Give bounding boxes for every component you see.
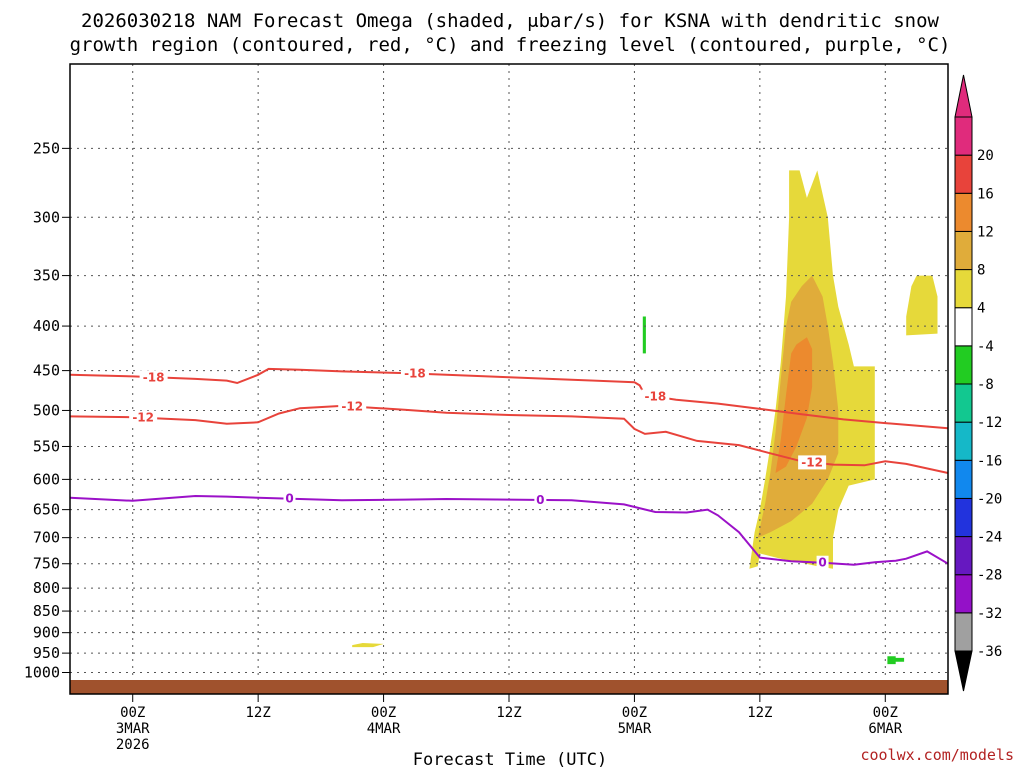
colorbar-label-1: -32: [977, 606, 1002, 622]
contour-label-dgz-minus12-0: -12: [132, 411, 154, 425]
ytick-label-650: 650: [33, 501, 60, 519]
colorbar-segment-3: [954, 497, 973, 538]
ytick-label-700: 700: [33, 529, 60, 547]
xtick-label-72-1: 6MAR: [868, 721, 902, 737]
omega-region-6: [887, 656, 905, 665]
contour-label-bg-dgz-minus12-2: [798, 455, 827, 470]
colorbar-segment-9: [954, 269, 973, 309]
contour-label-dgz-minus18-2: -18: [644, 390, 666, 404]
colorbar-label-11: 12: [977, 224, 994, 240]
ytick-label-350: 350: [33, 267, 60, 285]
ytick-label-250: 250: [33, 139, 60, 157]
xtick-label-0-1: 3MAR: [116, 721, 150, 737]
colorbar-label-8: -4: [977, 339, 994, 355]
pressure-axis: 250 300 350 400 450 500 550 600 650 700 750 800 850 9…: [24, 139, 70, 682]
colorbar-segment-13: [954, 116, 973, 156]
colorbar-label-4: -20: [977, 491, 1002, 507]
ytick-label-300: 300: [33, 208, 60, 226]
contour-label-bg-freezing-0-1: [534, 492, 547, 507]
ytick-label-1000: 1000: [24, 664, 60, 682]
ytick-label-850: 850: [33, 602, 60, 620]
contour-label-bg-dgz-minus12-0: [129, 410, 158, 425]
omega-region-1: [906, 275, 938, 336]
chart-title-line2: growth region (contoured, red, °C) and f…: [70, 34, 951, 56]
colorbar-label-13: 20: [977, 148, 994, 164]
colorbar-label-9: 4: [977, 301, 985, 317]
contour-label-dgz-minus18-1: -18: [404, 367, 426, 381]
colorbar-top-arrow: [954, 74, 973, 118]
contour-freezing-0: [69, 494, 949, 566]
contour-label-dgz-minus12-2: -12: [801, 455, 823, 469]
xtick-label-48-1: 5MAR: [618, 721, 652, 737]
omega-colorbar: -36 -32 -28 -24 -20 -16 -12 -8 -4 4 8 12 16 20: [954, 74, 1002, 692]
contour-dgz-minus12: [69, 404, 949, 474]
ytick-label-400: 400: [33, 317, 60, 335]
colorbar-segment-2: [954, 536, 973, 576]
ytick-label-550: 550: [33, 437, 60, 455]
omega-region-4: [775, 337, 813, 473]
colorbar-segment-12: [954, 154, 973, 194]
x-axis-title: Forecast Time (UTC): [413, 750, 607, 768]
xtick-label-12-0: 12Z: [245, 705, 270, 721]
omega-shading-layer: [352, 170, 938, 665]
colorbar-segment-4: [954, 459, 973, 499]
colorbar-label-2: -28: [977, 568, 1002, 584]
colorbar-label-6: -12: [977, 415, 1002, 431]
colorbar-segment-11: [954, 192, 973, 232]
colorbar-segment-6: [954, 383, 973, 423]
ground-surface: [70, 680, 948, 694]
ytick-label-950: 950: [33, 644, 60, 662]
ytick-label-500: 500: [33, 401, 60, 419]
site-credit: coolwx.com/models: [860, 746, 1014, 764]
colorbar-segment-0: [954, 612, 973, 652]
xtick-label-24-1: 4MAR: [367, 721, 401, 737]
colorbar-segment-10: [954, 230, 973, 271]
chart-title-line1: 2026030218 NAM Forecast Omega (shaded, μ…: [81, 10, 939, 32]
xtick-label-60-0: 12Z: [747, 705, 772, 721]
colorbar-label-5: -16: [977, 453, 1002, 469]
contour-label-freezing-0-0: 0: [285, 492, 293, 506]
ytick-label-900: 900: [33, 624, 60, 642]
colorbar-label-10: 8: [977, 263, 985, 279]
ytick-label-750: 750: [33, 555, 60, 573]
colorbar-label-3: -24: [977, 530, 1002, 546]
contour-label-freezing-0-1: 0: [536, 493, 544, 507]
xtick-label-24-0: 00Z: [371, 705, 396, 721]
contour-label-bg-dgz-minus18-2: [641, 389, 670, 404]
colorbar-segment-1: [954, 574, 973, 614]
contour-label-bg-dgz-minus18-0: [139, 370, 168, 385]
colorbar-bottom-arrow: [954, 650, 973, 692]
ytick-label-600: 600: [33, 470, 60, 488]
xtick-label-36-0: 12Z: [496, 705, 521, 721]
contour-label-bg-dgz-minus12-1: [338, 399, 367, 414]
colorbar-segment-7: [954, 345, 973, 385]
contour-label-bg-freezing-0-0: [283, 491, 296, 506]
colorbar-label-0: -36: [977, 644, 1002, 660]
contour-label-dgz-minus12-1: -12: [341, 400, 363, 414]
contour-label-bg-freezing-0-2: [816, 555, 829, 570]
contour-label-bg-dgz-minus18-1: [400, 366, 429, 381]
omega-region-2: [352, 643, 384, 648]
contour-dgz-minus18: [69, 367, 949, 430]
ytick-label-800: 800: [33, 579, 60, 597]
contour-label-freezing-0-2: 0: [818, 556, 826, 570]
contour-layer: -18 -18 -18 -12 -12 -12 0 0 0: [69, 366, 949, 570]
xtick-label-0-0: 00Z: [120, 705, 145, 721]
ytick-label-450: 450: [33, 362, 60, 380]
xtick-label-72-0: 00Z: [873, 705, 898, 721]
omega-region-5: [642, 316, 646, 354]
colorbar-segment-5: [954, 421, 973, 461]
colorbar-label-12: 16: [977, 186, 994, 202]
colorbar-label-7: -8: [977, 377, 994, 393]
xtick-label-48-0: 00Z: [622, 705, 647, 721]
xtick-label-0-2: 2026: [116, 737, 150, 753]
contour-label-dgz-minus18-0: -18: [143, 370, 165, 384]
colorbar-segment-8: [954, 307, 973, 347]
